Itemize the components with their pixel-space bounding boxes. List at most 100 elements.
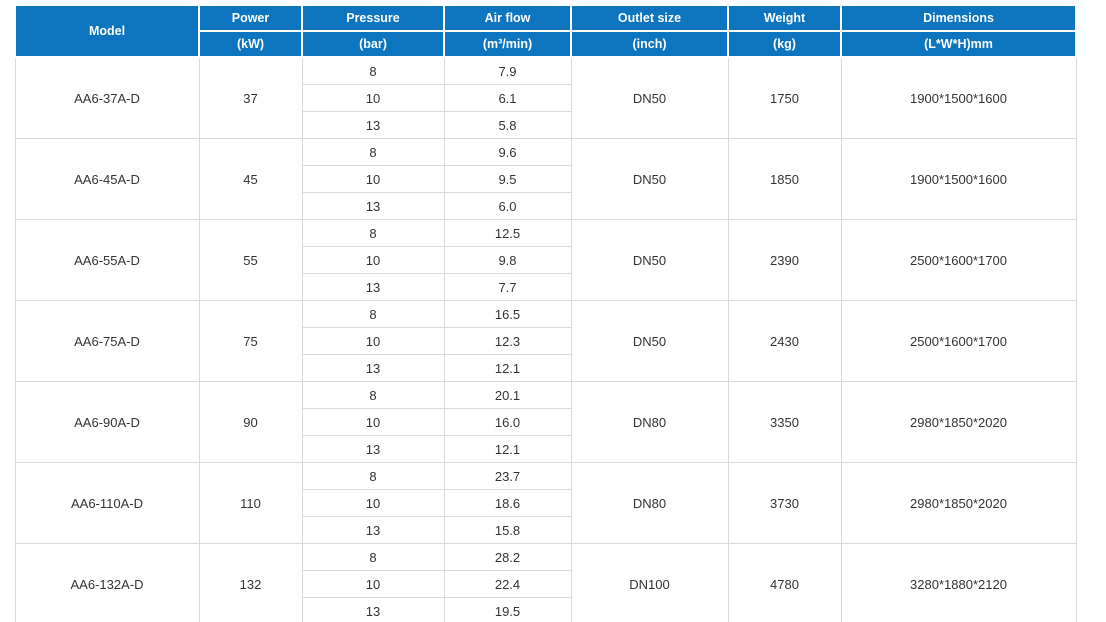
power-cell: 75 [198, 300, 303, 382]
table-row: AA6-37A-D 37 8 7.9 DN50 1750 1900*1500*1600 [14, 56, 1077, 139]
power-cell: 55 [198, 219, 303, 301]
airflow-cell: 12.1 [443, 354, 572, 382]
table-row: 13 19.5 [15, 597, 1076, 622]
pressure-cell: 8 [301, 300, 445, 328]
dimensions-cell: 1900*1500*1600 [840, 138, 1077, 220]
table-row: 13 12.1 [15, 435, 1076, 463]
table-row: AA6-75A-D 75 8 16.5 DN50 2430 2500*1600*1700 [14, 300, 1077, 382]
model-cell: AA6-132A-D [14, 543, 200, 622]
airflow-cell: 9.8 [443, 246, 572, 274]
power-cell: 45 [198, 138, 303, 220]
airflow-cell: 12.3 [443, 327, 572, 355]
airflow-cell: 19.5 [443, 597, 572, 622]
dimensions-cell: 1900*1500*1600 [840, 56, 1077, 139]
weight-cell: 3730 [727, 462, 842, 544]
airflow-cell: 22.4 [443, 570, 572, 598]
table-row: AA6-45A-D 45 8 9.6 DN50 1850 1900*1500*1600 [14, 138, 1077, 220]
outlet-size-cell: DN100 [570, 543, 729, 622]
table-row: AA6-132A-D 132 8 28.2 DN100 4780 3280*1880*212… [14, 543, 1077, 622]
outlet-size-cell: DN50 [570, 56, 729, 139]
table-row: 10 16.0 [15, 408, 1076, 436]
airflow-cell: 7.7 [443, 273, 572, 301]
pressure-cell: 10 [301, 489, 445, 517]
pressure-cell: 8 [301, 219, 445, 247]
weight-cell: 2390 [727, 219, 842, 301]
weight-cell: 2430 [727, 300, 842, 382]
pressure-cell: 10 [301, 327, 445, 355]
airflow-cell: 5.8 [443, 111, 572, 139]
dimensions-cell: 2500*1600*1700 [840, 219, 1077, 301]
pressure-cell: 10 [301, 84, 445, 112]
airflow-cell: 12.1 [443, 435, 572, 463]
table-row: 13 15.8 [15, 516, 1076, 544]
dimensions-cell: 2500*1600*1700 [840, 300, 1077, 382]
airflow-cell: 7.9 [443, 56, 572, 85]
column-header-outlet: Outlet size [570, 4, 729, 32]
column-unit-weight: (kg) [727, 30, 842, 58]
airflow-cell: 9.5 [443, 165, 572, 193]
column-unit-outlet: (inch) [570, 30, 729, 58]
pressure-cell: 13 [301, 516, 445, 544]
dimensions-cell: 2980*1850*2020 [840, 462, 1077, 544]
pressure-cell: 8 [301, 543, 445, 571]
pressure-cell: 13 [301, 192, 445, 220]
column-header-pressure: Pressure [301, 4, 445, 32]
table-body: AA6-37A-D 37 8 7.9 DN50 1750 1900*1500*1600 10 6… [14, 56, 1077, 622]
column-header-weight: Weight [727, 4, 842, 32]
pressure-cell: 13 [301, 597, 445, 622]
airflow-cell: 16.0 [443, 408, 572, 436]
table-row: 10 9.8 [15, 246, 1076, 274]
outlet-size-cell: DN80 [570, 462, 729, 544]
column-header-airflow: Air flow [443, 4, 572, 32]
column-header-dimensions: Dimensions [840, 4, 1077, 32]
airflow-cell: 12.5 [443, 219, 572, 247]
power-cell: 132 [198, 543, 303, 622]
table-row: 13 6.0 [15, 192, 1076, 220]
column-unit-airflow: (m³/min) [443, 30, 572, 58]
pressure-cell: 10 [301, 570, 445, 598]
model-cell: AA6-55A-D [14, 219, 200, 301]
model-cell: AA6-37A-D [14, 56, 200, 139]
pressure-cell: 10 [301, 165, 445, 193]
outlet-size-cell: DN50 [570, 300, 729, 382]
airflow-cell: 9.6 [443, 138, 572, 166]
header-row-2: (kW) (bar) (m³/min) (inch) (kg) (L*W*H)m… [15, 30, 1077, 58]
table-row: 13 5.8 [15, 111, 1076, 139]
pressure-cell: 8 [301, 138, 445, 166]
airflow-cell: 18.6 [443, 489, 572, 517]
pressure-cell: 8 [301, 462, 445, 490]
column-unit-power: (kW) [198, 30, 303, 58]
table-row: 13 12.1 [15, 354, 1076, 382]
pressure-cell: 8 [301, 56, 445, 85]
table-row: AA6-90A-D 90 8 20.1 DN80 3350 2980*1850*2020 [14, 381, 1077, 463]
column-unit-dimensions: (L*W*H)mm [840, 30, 1077, 58]
table-row: AA6-55A-D 55 8 12.5 DN50 2390 2500*1600*1700 [14, 219, 1077, 301]
pressure-cell: 13 [301, 435, 445, 463]
table-row: 10 22.4 [15, 570, 1076, 598]
outlet-size-cell: DN80 [570, 381, 729, 463]
airflow-cell: 15.8 [443, 516, 572, 544]
power-cell: 37 [198, 56, 303, 139]
model-cell: AA6-110A-D [14, 462, 200, 544]
table-header: Model Power Pressure Air flow Outlet siz… [14, 4, 1077, 58]
column-header-power: Power [198, 4, 303, 32]
column-unit-pressure: (bar) [301, 30, 445, 58]
pressure-cell: 13 [301, 354, 445, 382]
outlet-size-cell: DN50 [570, 138, 729, 220]
table-row: 10 6.1 [15, 84, 1076, 112]
power-cell: 110 [198, 462, 303, 544]
airflow-cell: 16.5 [443, 300, 572, 328]
model-cell: AA6-45A-D [14, 138, 200, 220]
dimensions-cell: 2980*1850*2020 [840, 381, 1077, 463]
pressure-cell: 13 [301, 273, 445, 301]
model-cell: AA6-90A-D [14, 381, 200, 463]
airflow-cell: 20.1 [443, 381, 572, 409]
weight-cell: 3350 [727, 381, 842, 463]
weight-cell: 1750 [727, 56, 842, 139]
airflow-cell: 28.2 [443, 543, 572, 571]
model-cell: AA6-75A-D [14, 300, 200, 382]
power-cell: 90 [198, 381, 303, 463]
airflow-cell: 6.0 [443, 192, 572, 220]
table-row: AA6-110A-D 110 8 23.7 DN80 3730 2980*1850*2020 [14, 462, 1077, 544]
